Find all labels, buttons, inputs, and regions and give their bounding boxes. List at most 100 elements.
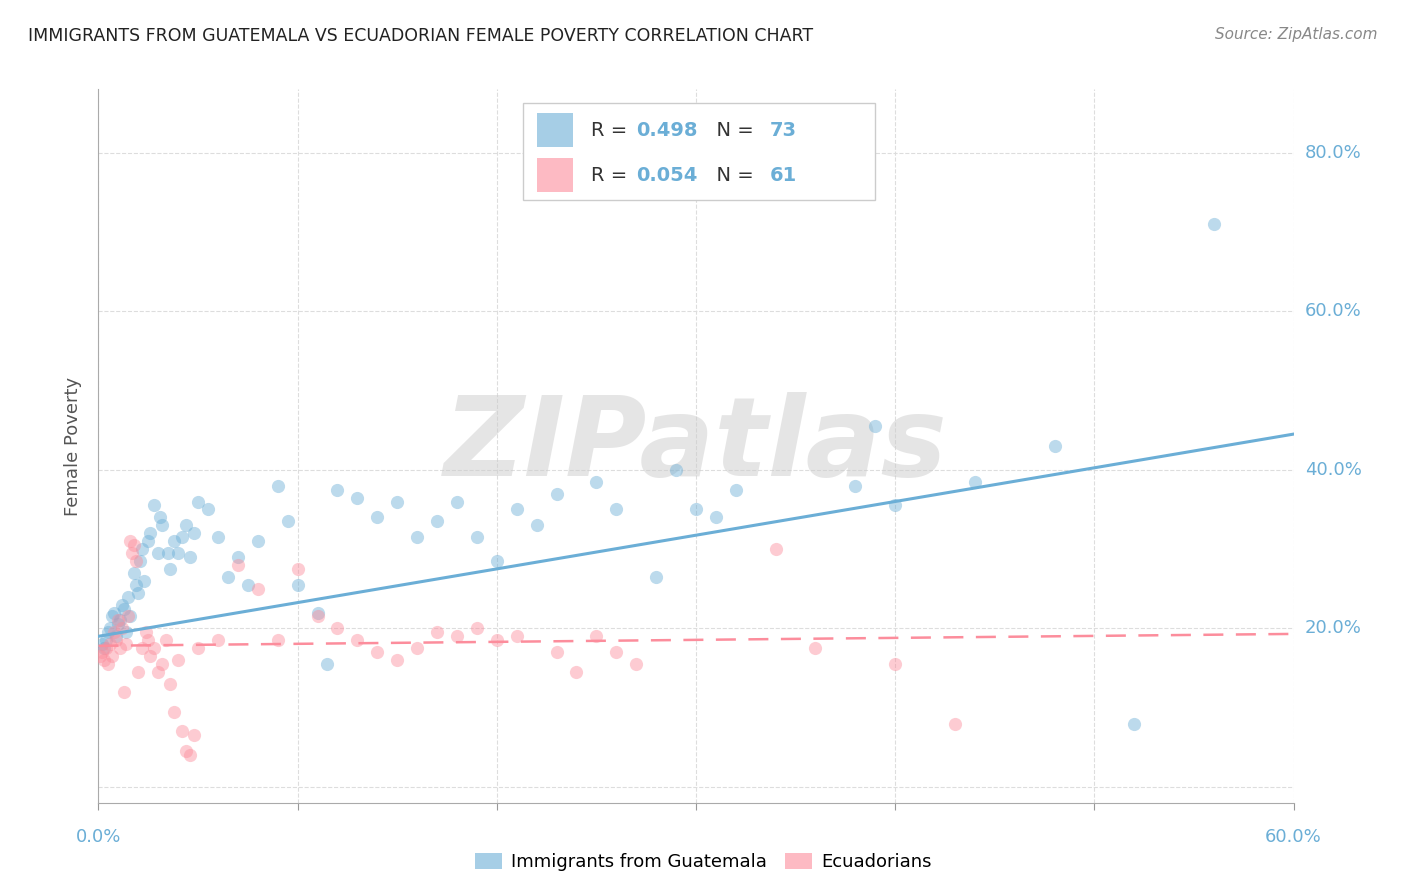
Point (406, 641, 429, 656)
Point (117, 590, 139, 604)
Point (98, 637, 122, 651)
Point (217, 570, 239, 584)
Point (226, 549, 249, 564)
Text: R =: R = (591, 166, 633, 186)
Point (167, 546, 190, 560)
Point (103, 625, 125, 640)
Point (107, 617, 129, 632)
FancyBboxPatch shape (537, 158, 572, 192)
Point (150, 518, 173, 533)
Point (465, 530, 488, 544)
Point (93, 653, 115, 667)
Point (426, 514, 449, 528)
Point (103, 606, 125, 620)
Point (605, 645, 627, 659)
Text: R =: R = (591, 121, 633, 140)
Legend: Immigrants from Guatemala, Ecuadorians: Immigrants from Guatemala, Ecuadorians (467, 846, 939, 879)
Text: 40.0%: 40.0% (1305, 461, 1361, 479)
Point (115, 625, 138, 640)
Point (111, 621, 134, 635)
Point (91, 645, 114, 659)
Point (131, 542, 153, 557)
Point (326, 621, 349, 635)
Point (207, 530, 229, 544)
Text: 73: 73 (770, 121, 797, 140)
Point (465, 621, 488, 635)
Point (148, 546, 170, 560)
Point (135, 625, 157, 640)
Point (143, 641, 166, 656)
Point (307, 606, 329, 620)
Point (385, 653, 409, 667)
Point (366, 645, 388, 659)
Point (605, 502, 627, 516)
Point (844, 478, 866, 492)
Point (110, 614, 132, 628)
Point (366, 510, 388, 524)
Point (704, 510, 727, 524)
Point (97, 657, 120, 671)
Point (124, 538, 146, 552)
Point (506, 629, 529, 643)
Point (163, 534, 186, 549)
Text: 61: 61 (770, 166, 797, 186)
Point (136, 633, 159, 648)
Point (93, 641, 115, 656)
Point (157, 546, 180, 560)
Point (863, 419, 886, 434)
Point (526, 518, 548, 533)
Point (96, 641, 118, 656)
Point (174, 518, 197, 533)
Point (112, 685, 135, 699)
Text: 0.498: 0.498 (636, 121, 697, 140)
Point (884, 657, 907, 671)
Point (446, 494, 468, 508)
Point (120, 534, 142, 549)
Y-axis label: Female Poverty: Female Poverty (65, 376, 83, 516)
Point (485, 633, 508, 648)
Point (943, 716, 966, 731)
Point (207, 633, 229, 648)
Point (107, 614, 129, 628)
Point (159, 677, 181, 691)
Point (183, 728, 205, 742)
Point (1043, 439, 1066, 453)
Point (134, 574, 156, 588)
Point (546, 645, 568, 659)
Point (624, 657, 647, 671)
Point (174, 744, 197, 758)
Point (267, 633, 290, 648)
Text: Source: ZipAtlas.com: Source: ZipAtlas.com (1215, 27, 1378, 42)
Point (446, 629, 468, 643)
Point (426, 625, 449, 640)
FancyBboxPatch shape (523, 103, 875, 200)
Point (115, 637, 138, 651)
Point (159, 562, 181, 576)
Point (89, 649, 111, 664)
Point (485, 554, 508, 568)
Point (346, 491, 368, 505)
Point (326, 483, 349, 497)
Point (685, 502, 707, 516)
Point (96, 633, 118, 648)
Point (506, 502, 529, 516)
Point (139, 649, 162, 664)
Point (172, 724, 194, 739)
Point (149, 510, 172, 524)
Point (765, 542, 787, 557)
Point (98, 621, 122, 635)
Point (110, 641, 132, 656)
Point (120, 609, 142, 624)
Point (267, 478, 290, 492)
Point (277, 514, 299, 528)
Point (148, 665, 170, 679)
Point (406, 530, 429, 544)
Point (246, 582, 269, 596)
Point (346, 633, 368, 648)
Point (197, 502, 219, 516)
Point (143, 499, 166, 513)
Point (565, 665, 588, 679)
Point (724, 483, 747, 497)
Point (1202, 217, 1225, 231)
Point (155, 633, 177, 648)
